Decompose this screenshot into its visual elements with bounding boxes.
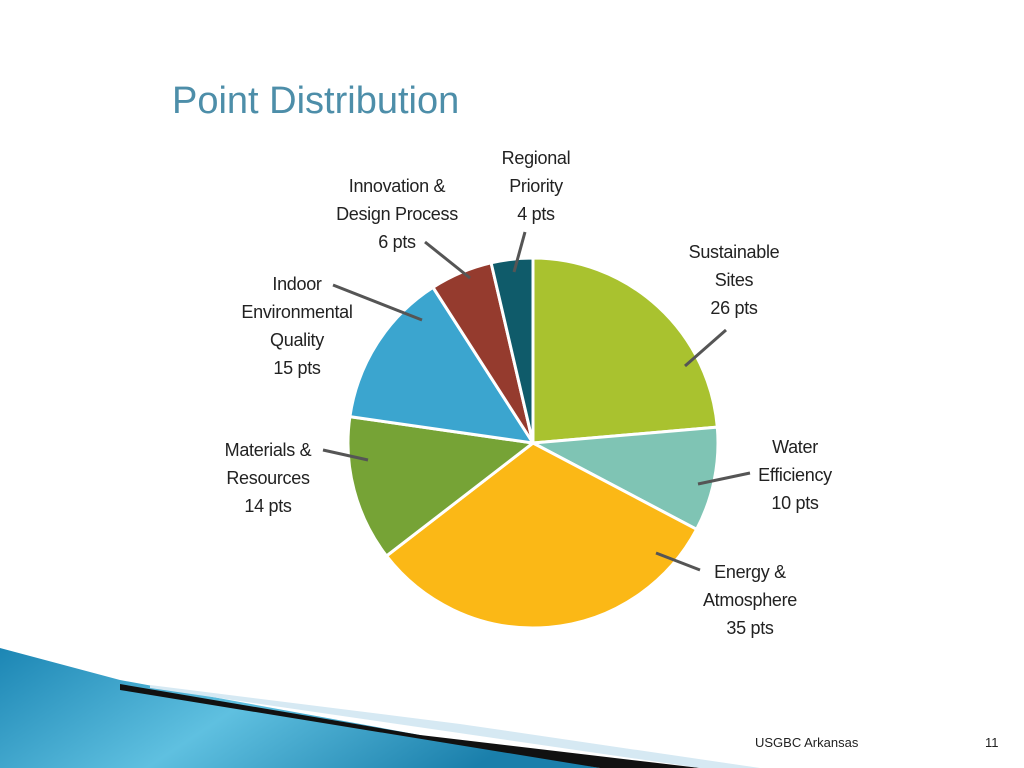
chart-title: Point Distribution <box>172 80 460 122</box>
category-label: Materials & Resources <box>224 440 312 488</box>
category-label: Regional Priority <box>501 148 571 196</box>
leader-line <box>655 551 701 572</box>
category-label: Indoor Environmental Quality <box>241 274 353 350</box>
leader-line <box>684 328 727 368</box>
slice-label: Indoor Environmental Quality 15 pts <box>232 270 362 382</box>
leader-line <box>322 448 369 462</box>
leader-line <box>332 283 423 322</box>
value-label: 4 pts <box>517 204 555 224</box>
slice-label: Regional Priority 4 pts <box>491 144 581 228</box>
value-label: 10 pts <box>771 493 819 513</box>
slice-label: Sustainable Sites 26 pts <box>669 238 799 322</box>
slice-label: Materials & Resources 14 pts <box>208 436 328 520</box>
leader-line <box>697 471 751 486</box>
slice-label: Energy & Atmosphere 35 pts <box>685 558 815 642</box>
page-number: 11 <box>985 735 999 750</box>
leader-lines <box>322 231 751 572</box>
pie-slice <box>384 441 699 630</box>
footer-text: USGBC Arkansas <box>755 735 859 750</box>
category-label: Water Efficiency <box>758 437 832 485</box>
value-label: 14 pts <box>244 496 292 516</box>
leader-line <box>512 231 527 273</box>
pie-slice <box>346 414 537 559</box>
slice-label: Water Efficiency 10 pts <box>740 433 850 517</box>
slice-label: Innovation & Design Process 6 pts <box>322 172 472 256</box>
value-label: 26 pts <box>710 298 758 318</box>
category-label: Innovation & Design Process <box>336 176 458 224</box>
pie-slice <box>531 256 719 445</box>
category-label: Energy & Atmosphere <box>702 562 798 610</box>
decor-swoosh <box>0 648 600 768</box>
leader-line <box>424 240 471 280</box>
pie-slice <box>348 285 537 445</box>
value-label: 15 pts <box>273 358 321 378</box>
decor-swoosh-light <box>150 685 760 768</box>
pie <box>346 256 720 630</box>
category-label: Sustainable Sites <box>688 242 780 290</box>
value-label: 35 pts <box>726 618 774 638</box>
pie-slice <box>489 256 535 444</box>
value-label: 6 pts <box>378 232 416 252</box>
